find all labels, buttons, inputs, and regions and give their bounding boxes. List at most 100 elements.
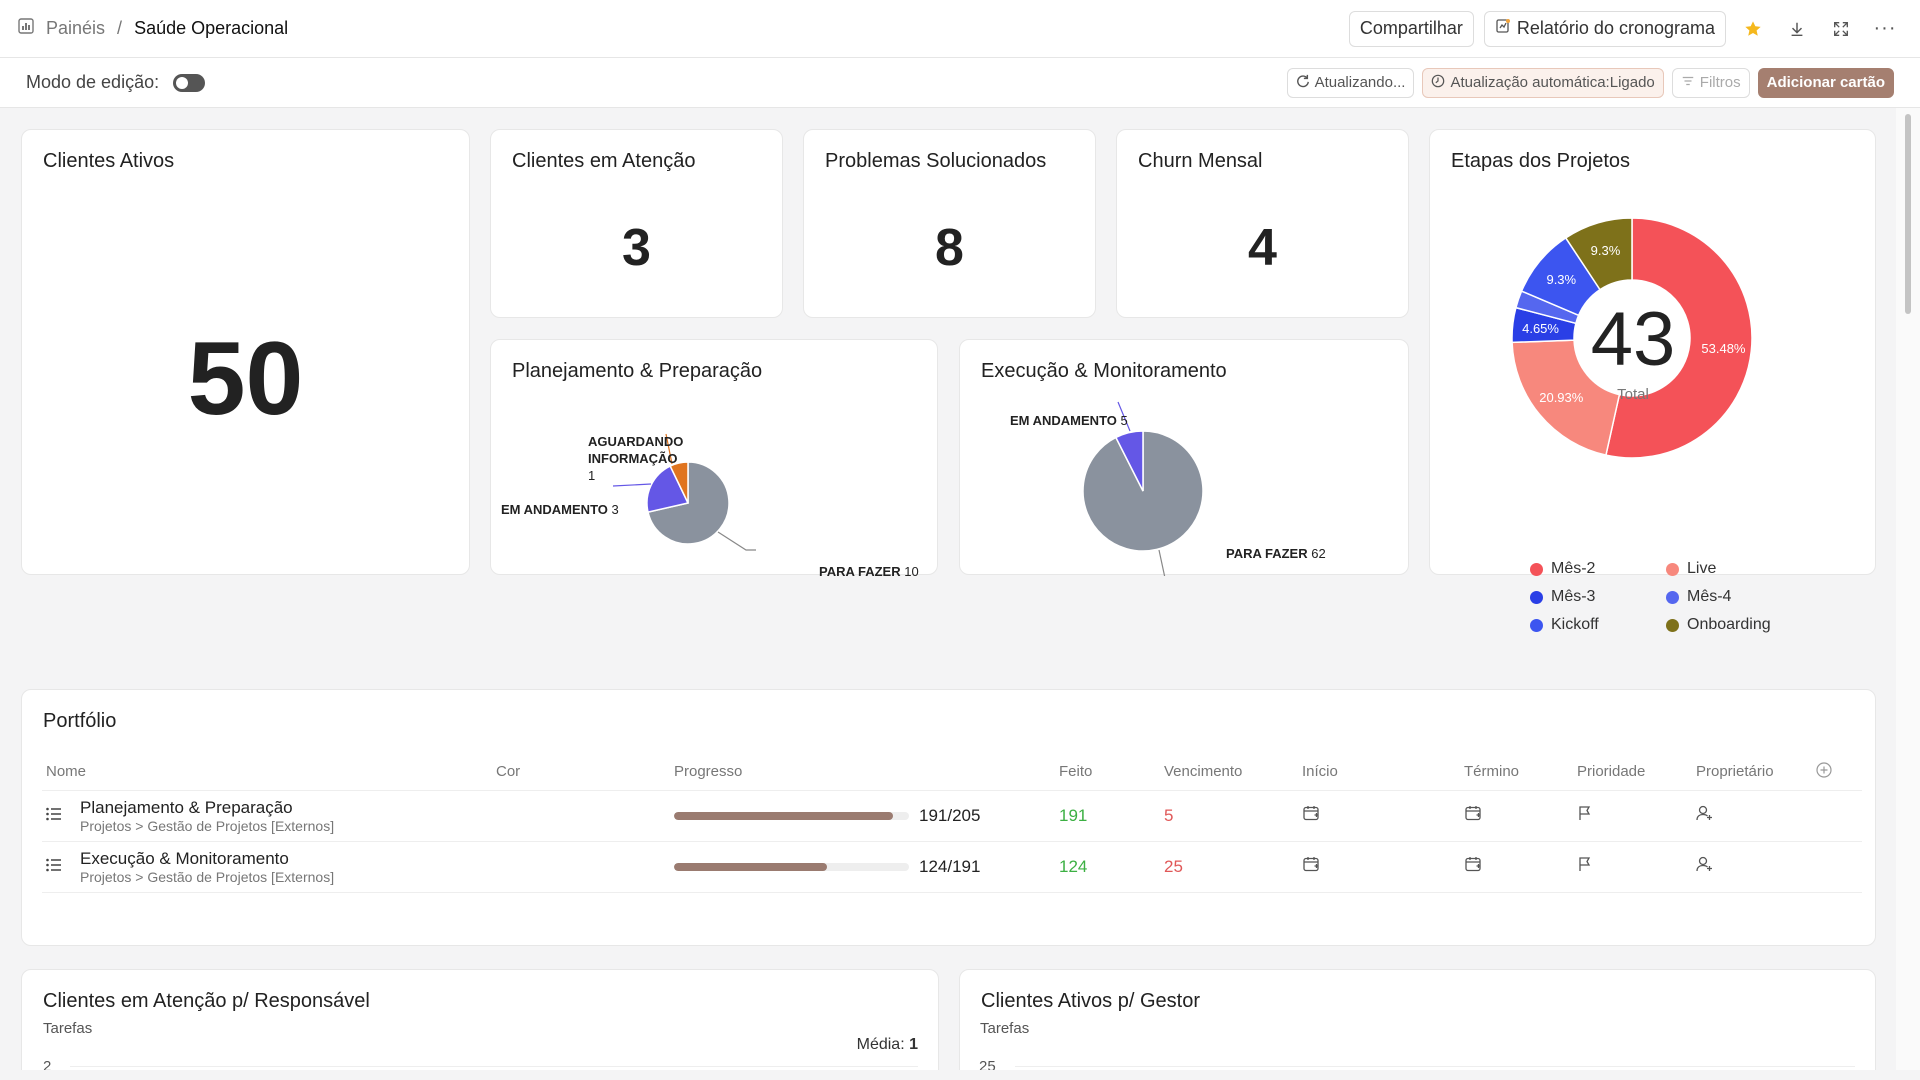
col-due[interactable]: Vencimento bbox=[1160, 754, 1298, 791]
filters-button[interactable]: Filtros bbox=[1671, 67, 1750, 98]
breadcrumb-separator: / bbox=[117, 18, 123, 38]
portfolio-title: Portfólio bbox=[43, 710, 117, 732]
legend-item-onboarding[interactable]: Onboarding bbox=[1666, 616, 1802, 634]
col-owner[interactable]: Proprietário bbox=[1692, 754, 1812, 791]
download-icon[interactable] bbox=[1780, 12, 1814, 46]
legend-label: Live bbox=[1687, 560, 1717, 577]
planning-card: Planejamento & Preparação AGUARDANDO INF… bbox=[490, 339, 938, 579]
pie-slice-m-s-2[interactable] bbox=[1605, 217, 1753, 459]
attention-clients-title: Clientes em Atenção bbox=[512, 150, 696, 172]
donut-slice-label: 9.3% bbox=[1591, 243, 1621, 258]
legend-item-mes-4[interactable]: Mês-4 bbox=[1666, 588, 1802, 606]
auto-refresh-button[interactable]: Atualização automática:Ligado bbox=[1422, 67, 1664, 98]
monthly-churn-card: Churn Mensal 4 bbox=[1116, 129, 1409, 318]
pie-slice-aguardando-informa-o[interactable] bbox=[669, 461, 689, 504]
edit-mode-toggle[interactable] bbox=[173, 73, 206, 92]
planning-title: Planejamento & Preparação bbox=[512, 360, 763, 382]
start-date-icon[interactable] bbox=[1298, 841, 1460, 893]
report-icon bbox=[1495, 18, 1511, 39]
legend-swatch bbox=[1530, 562, 1543, 576]
col-priority[interactable]: Prioridade bbox=[1573, 754, 1692, 791]
top-bar: Painéis / Saúde Operacional Compartilhar… bbox=[0, 0, 1920, 58]
donut-slice-label: 53.48% bbox=[1701, 341, 1746, 356]
assign-owner-icon[interactable] bbox=[1692, 790, 1812, 842]
pie-label-waiting: AGUARDANDO INFORMAÇÃO 1 bbox=[588, 433, 683, 484]
pie-label-waiting-line2: INFORMAÇÃO bbox=[588, 451, 678, 466]
attention-by-owner-title: Clientes em Atenção p/ Responsável bbox=[43, 990, 370, 1012]
attention-clients-card: Clientes em Atenção 3 bbox=[490, 129, 783, 318]
refresh-label: Atualizando... bbox=[1314, 74, 1406, 91]
exec-label-todo-count: 62 bbox=[1311, 546, 1326, 561]
refresh-button[interactable]: Atualizando... bbox=[1286, 67, 1415, 98]
pie-slice-live[interactable] bbox=[1511, 339, 1621, 457]
row-done: 191 bbox=[1055, 790, 1160, 842]
pie-leader-line bbox=[1117, 401, 1131, 432]
legend-item-kickoff[interactable]: Kickoff bbox=[1530, 616, 1666, 634]
col-start[interactable]: Início bbox=[1298, 754, 1460, 791]
legend-item-mes-2[interactable]: Mês-2 bbox=[1530, 560, 1666, 578]
legend-item-live[interactable]: Live bbox=[1666, 560, 1802, 578]
gridline bbox=[1015, 1066, 1855, 1067]
end-date-icon[interactable] bbox=[1460, 790, 1573, 842]
fullscreen-icon[interactable] bbox=[1824, 12, 1858, 46]
pie-slice-em-andamento[interactable] bbox=[1114, 430, 1144, 492]
progress-fill bbox=[674, 811, 893, 820]
col-done[interactable]: Feito bbox=[1055, 754, 1160, 791]
sub-toolbar: Modo de edição: Atualizando... Atualizaç… bbox=[0, 58, 1920, 108]
add-column-icon[interactable] bbox=[1812, 754, 1862, 791]
legend-label: Mês-2 bbox=[1551, 560, 1596, 577]
planning-pie bbox=[612, 433, 756, 551]
row-color[interactable] bbox=[492, 841, 670, 893]
monthly-churn-value: 4 bbox=[1248, 219, 1277, 277]
end-date-icon[interactable] bbox=[1460, 841, 1573, 893]
start-date-icon[interactable] bbox=[1298, 790, 1460, 842]
col-color[interactable]: Cor bbox=[492, 754, 670, 791]
progress-text: 191/205 bbox=[919, 805, 981, 825]
legend-item-mes-3[interactable]: Mês-3 bbox=[1530, 588, 1666, 606]
col-end[interactable]: Término bbox=[1460, 754, 1573, 791]
page-scrollbar[interactable] bbox=[1896, 108, 1920, 1070]
pie-slice-em-andamento[interactable] bbox=[646, 465, 690, 514]
table-row[interactable]: Planejamento & Preparação Projetos > Ges… bbox=[42, 790, 1862, 842]
row-done: 124 bbox=[1055, 841, 1160, 893]
star-icon[interactable] bbox=[1736, 12, 1770, 46]
scrollbar-thumb[interactable] bbox=[1905, 114, 1911, 314]
progress-text: 124/191 bbox=[919, 856, 981, 876]
dashboard-content: Clientes Ativos 50 Clientes em Atenção 3… bbox=[0, 108, 1896, 1070]
col-name[interactable]: Nome bbox=[42, 754, 492, 791]
active-clients-card: Clientes Ativos 50 bbox=[21, 129, 470, 575]
assign-owner-icon[interactable] bbox=[1692, 841, 1812, 893]
edit-mode-label: Modo de edição: bbox=[26, 72, 160, 92]
pie-slice-onboarding[interactable] bbox=[1564, 217, 1633, 291]
attention-by-owner-card: Clientes em Atenção p/ Responsável Taref… bbox=[21, 969, 939, 1070]
share-button[interactable]: Compartilhar bbox=[1348, 10, 1474, 47]
pie-leader-line bbox=[612, 483, 652, 487]
donut-total-value: 43 bbox=[1590, 297, 1676, 382]
progress-fill bbox=[674, 862, 827, 871]
project-stages-legend: Mês-2 Live Mês-3 Mês-4 Kickoff Onboardin… bbox=[1530, 560, 1802, 634]
portfolio-card: Portfólio Nome Cor Progresso Feito Venci… bbox=[21, 689, 1876, 946]
row-name[interactable]: Execução & Monitoramento bbox=[80, 848, 289, 868]
row-path: Projetos > Gestão de Projetos [Externos] bbox=[80, 868, 335, 885]
breadcrumb-parent[interactable]: Painéis bbox=[46, 18, 106, 38]
priority-flag-icon[interactable] bbox=[1573, 790, 1692, 842]
more-options-icon[interactable]: ··· bbox=[1873, 17, 1897, 39]
col-progress[interactable]: Progresso bbox=[670, 754, 1055, 791]
row-progress: 191/205 bbox=[674, 806, 1051, 826]
pie-label-doing: EM ANDAMENTO 3 bbox=[501, 502, 619, 517]
schedule-report-button[interactable]: Relatório do cronograma bbox=[1483, 10, 1726, 47]
legend-swatch bbox=[1666, 618, 1679, 632]
solved-problems-card: Problemas Solucionados 8 bbox=[803, 129, 1096, 318]
active-by-manager-subtitle: Tarefas bbox=[980, 1020, 1030, 1037]
legend-swatch bbox=[1530, 618, 1543, 632]
priority-flag-icon[interactable] bbox=[1573, 841, 1692, 893]
row-color[interactable] bbox=[492, 790, 670, 842]
solved-problems-value: 8 bbox=[935, 219, 964, 277]
pie-label-doing-text: EM ANDAMENTO bbox=[501, 502, 608, 517]
add-card-button[interactable]: Adicionar cartão bbox=[1757, 67, 1894, 98]
row-name[interactable]: Planejamento & Preparação bbox=[80, 797, 293, 817]
project-stages-title: Etapas dos Projetos bbox=[1451, 150, 1630, 172]
progress-track bbox=[674, 811, 909, 820]
table-row[interactable]: Execução & Monitoramento Projetos > Gest… bbox=[42, 841, 1862, 893]
legend-label: Mês-3 bbox=[1551, 588, 1596, 605]
